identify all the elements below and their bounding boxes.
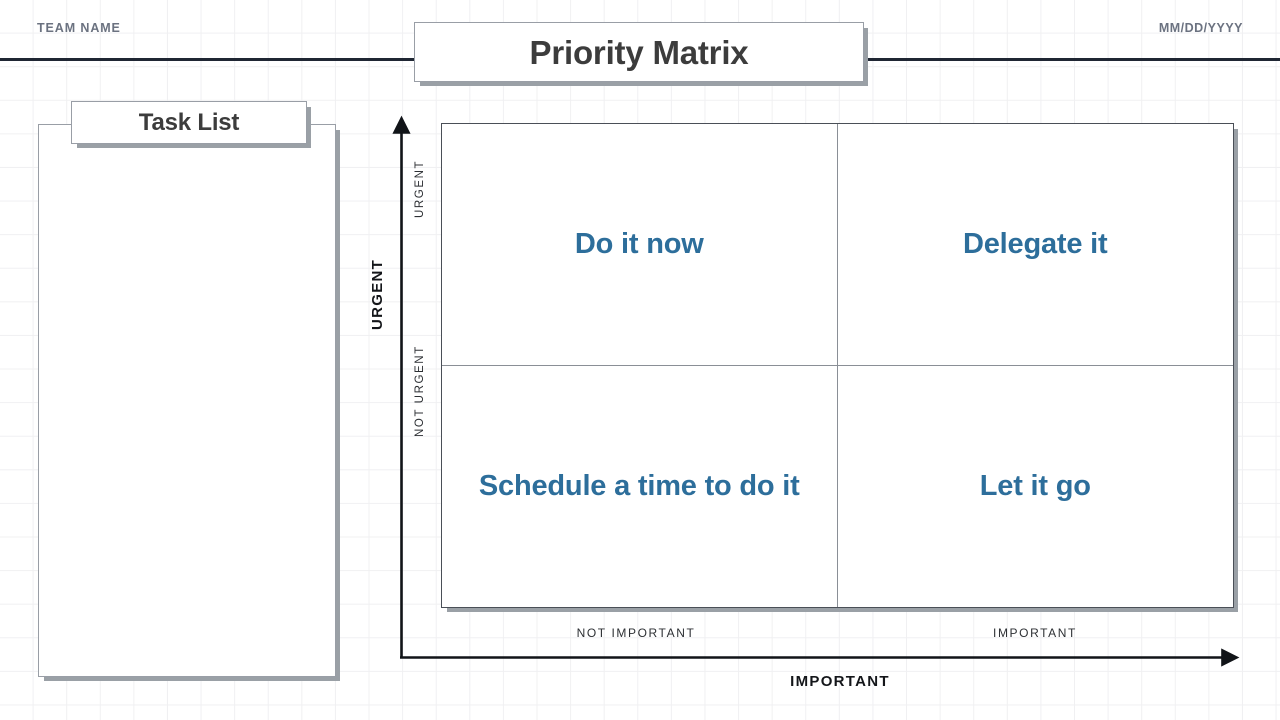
quadrant-label: Delegate it [963, 228, 1108, 261]
quadrant-urgent-important[interactable]: Do it now [442, 124, 838, 366]
x-axis-tick-not-important: NOT IMPORTANT [576, 626, 696, 640]
quadrant-not-urgent-not-important[interactable]: Let it go [838, 366, 1234, 608]
task-list-panel[interactable] [38, 124, 336, 677]
x-axis-tick-important: IMPORTANT [993, 626, 1077, 640]
x-axis-title: IMPORTANT [790, 673, 890, 690]
quadrant-label: Schedule a time to do it [478, 470, 800, 503]
y-axis-title: URGENT [369, 258, 386, 330]
quadrant-urgent-not-important[interactable]: Delegate it [837, 124, 1233, 366]
task-list-title: Task List [138, 108, 240, 136]
task-list-items[interactable] [39, 173, 335, 676]
y-axis-tick-urgent: URGENT [414, 159, 426, 218]
page-title: Priority Matrix [529, 33, 749, 71]
priority-matrix: Do it now Delegate it Schedule a time to… [441, 123, 1234, 608]
date-label: MM/DD/YYYY [1158, 21, 1243, 35]
quadrant-not-urgent-important[interactable]: Schedule a time to do it [442, 365, 838, 607]
y-axis-tick-not-urgent: NOT URGENT [414, 345, 426, 437]
title-banner: Priority Matrix [414, 22, 864, 82]
task-list-header: Task List [71, 101, 307, 144]
quadrant-label: Do it now [574, 228, 704, 261]
quadrant-label: Let it go [979, 470, 1091, 503]
team-name-label: TEAM NAME [37, 21, 121, 35]
